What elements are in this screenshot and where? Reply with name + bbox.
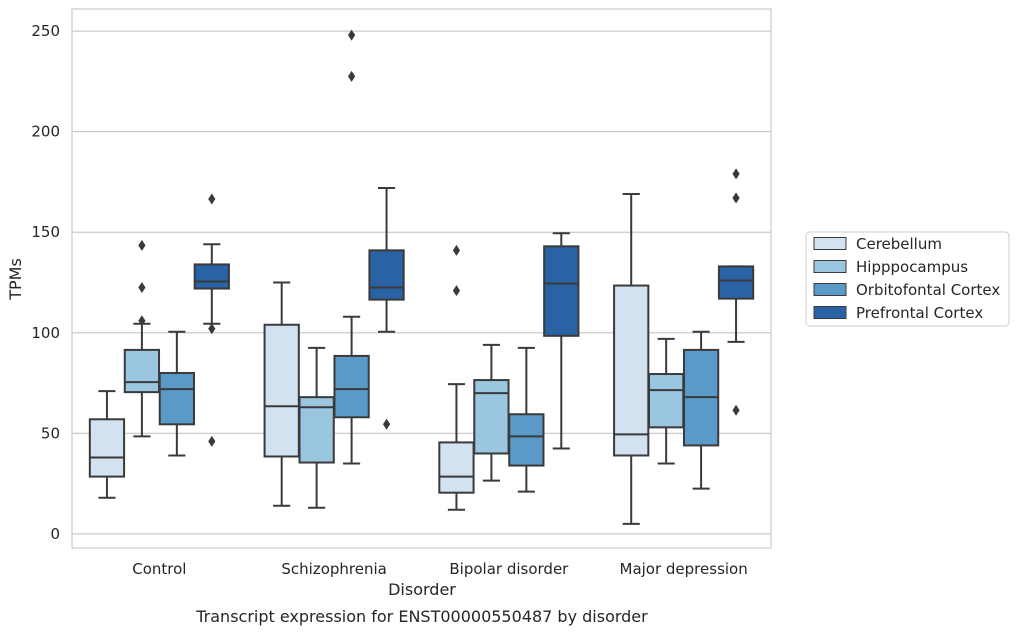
y-tick-label: 0 — [50, 525, 60, 543]
box-iqr — [508, 413, 545, 467]
y-tick-labels: 0 50 100 150 200 250 — [31, 22, 60, 543]
outlier-point — [208, 193, 216, 205]
box-iqr — [263, 323, 300, 458]
legend: Cerebellum Hipppocampus Orbitofontal Corte… — [805, 231, 1010, 327]
box-group — [123, 239, 161, 438]
box-iqr — [123, 348, 161, 394]
box-iqr — [648, 373, 685, 429]
outlier-point — [452, 244, 461, 256]
outlier-point — [208, 323, 216, 335]
box-iqr — [613, 284, 650, 457]
outlier-point — [138, 239, 146, 251]
box-iqr — [193, 263, 230, 290]
y-tick-label: 200 — [31, 123, 60, 141]
outlier-point — [732, 168, 740, 180]
box-group — [298, 346, 335, 509]
outlier-point — [138, 315, 146, 327]
outlier-point — [732, 404, 740, 416]
legend-frame — [805, 231, 1010, 327]
box-group — [613, 193, 650, 525]
box-iqr — [543, 245, 580, 337]
legend-label: Cerebellum — [856, 235, 942, 253]
box-iqr — [438, 441, 475, 494]
box-iqr — [333, 354, 370, 419]
box-group — [438, 244, 475, 511]
legend-swatch — [813, 237, 847, 250]
outlier-point — [452, 285, 461, 297]
box-group — [88, 390, 126, 499]
box-iqr — [717, 265, 755, 300]
y-tick-label: 150 — [31, 223, 60, 241]
x-axis-label: Disorder — [388, 580, 456, 599]
y-axis-label: TPMs — [6, 258, 25, 301]
legend-label: Hipppocampus — [856, 258, 968, 276]
outlier-point — [138, 282, 146, 294]
plot-frame — [71, 8, 772, 549]
box-group — [263, 281, 300, 507]
box-group — [368, 186, 405, 430]
box-iqr — [473, 379, 510, 455]
box-group — [648, 337, 685, 465]
x-tick-label: Control — [132, 560, 186, 578]
x-tick-label: Major depression — [620, 560, 748, 578]
box-group — [508, 346, 545, 493]
legend-swatch — [813, 283, 847, 296]
y-tick-label: 100 — [31, 324, 60, 342]
x-tick-labels: Control Schizophrenia Bipolar disorder Majo… — [132, 560, 747, 578]
box-iqr — [368, 249, 405, 301]
legend-swatch — [813, 306, 847, 319]
outlier-point — [732, 192, 740, 204]
y-tick-label: 50 — [41, 424, 60, 442]
x-tick-label: Schizophrenia — [281, 560, 386, 578]
outlier-point — [208, 435, 216, 447]
chart-caption: Transcript expression for ENST0000055048… — [195, 607, 648, 626]
legend-label: Orbitofontal Cortex — [856, 281, 1000, 299]
box-group — [158, 330, 195, 457]
box-group — [543, 232, 580, 450]
box-group — [717, 168, 755, 416]
box-groups — [88, 29, 755, 525]
legend-swatch — [813, 260, 847, 273]
box-group — [333, 29, 370, 465]
box-iqr — [88, 418, 126, 478]
box-group — [193, 193, 230, 447]
outlier-point — [348, 70, 356, 82]
box-group — [473, 343, 510, 482]
x-tick-label: Bipolar disorder — [449, 560, 569, 578]
box-group — [682, 330, 720, 490]
legend-label: Prefrontal Cortex — [856, 304, 983, 322]
grid-lines — [72, 30, 771, 535]
y-tick-label: 250 — [31, 22, 60, 40]
outlier-point — [382, 418, 391, 430]
box-iqr — [158, 372, 195, 426]
outlier-point — [348, 29, 356, 41]
